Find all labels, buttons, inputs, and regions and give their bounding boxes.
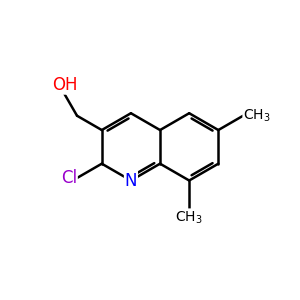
Text: N: N xyxy=(125,172,137,190)
Text: CH$_3$: CH$_3$ xyxy=(176,209,203,226)
Text: CH$_3$: CH$_3$ xyxy=(243,107,271,124)
Text: Cl: Cl xyxy=(61,169,77,187)
Text: OH: OH xyxy=(52,76,77,94)
